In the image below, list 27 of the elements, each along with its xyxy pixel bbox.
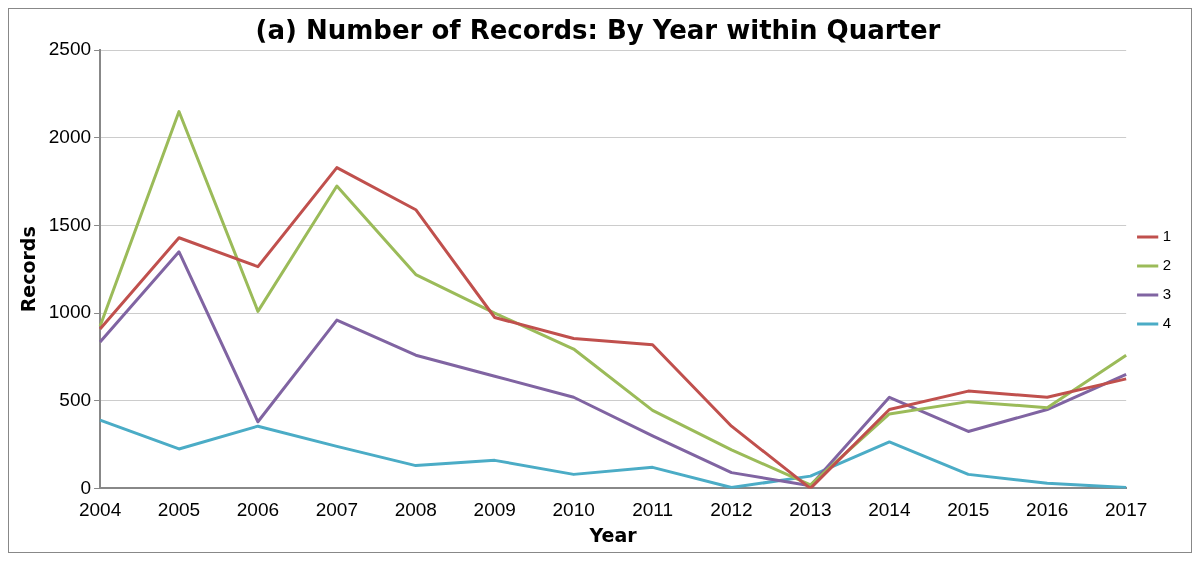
x-axis-title: Year [588, 523, 638, 546]
y-tick-label: 1000 [48, 301, 92, 323]
x-tick-label: 2009 [473, 499, 516, 521]
y-tick-label: 500 [59, 388, 92, 410]
y-tick-label: 1500 [48, 213, 92, 235]
y-tick-label: 2000 [48, 126, 92, 148]
x-tick-label: 2013 [789, 499, 832, 521]
x-tick-label: 2004 [78, 499, 122, 521]
x-tick-label: 2017 [1105, 499, 1148, 521]
x-tick-label: 2011 [632, 499, 674, 521]
x-tick-label: 2014 [868, 499, 911, 521]
x-tick-label: 2016 [1026, 499, 1069, 521]
x-tick-label: 2007 [315, 499, 358, 521]
legend-label: 3 [1162, 285, 1171, 303]
x-tick-label: 2010 [552, 499, 595, 521]
legend-label: 2 [1162, 256, 1171, 274]
chart-title: (a) Number of Records: By Year within Quarter [255, 15, 941, 46]
legend-label: 4 [1162, 314, 1171, 332]
x-tick-label: 2006 [236, 499, 280, 521]
y-axis-title: Records [17, 226, 40, 313]
x-tick-label: 2015 [947, 499, 990, 521]
x-tick-label: 2008 [394, 499, 437, 521]
x-tick-label: 2005 [157, 499, 201, 521]
legend-label: 1 [1162, 227, 1171, 245]
y-tick-label: 2500 [48, 38, 92, 60]
x-tick-label: 2012 [710, 499, 753, 521]
y-tick-label: 0 [80, 476, 92, 498]
